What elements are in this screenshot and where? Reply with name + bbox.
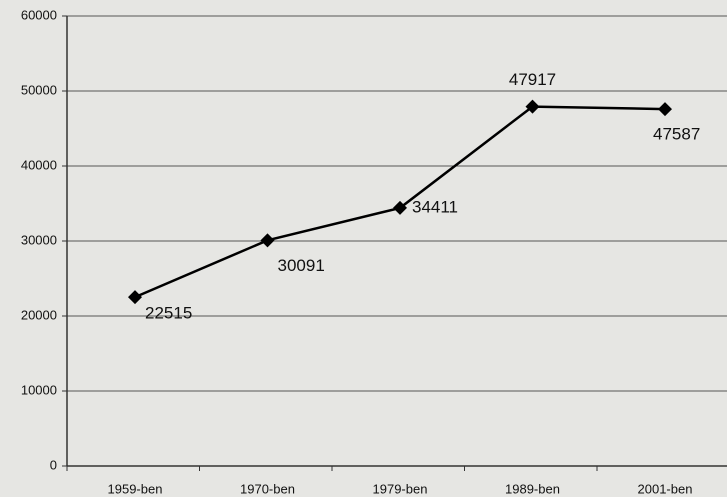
data-label: 22515 <box>145 304 192 323</box>
x-tick-label: 1970-ben <box>240 481 295 496</box>
data-label: 47917 <box>509 70 556 89</box>
x-tick-label: 1979-ben <box>373 481 428 496</box>
y-tick-label: 60000 <box>21 7 57 22</box>
y-tick-label: 20000 <box>21 307 57 322</box>
marker <box>658 102 672 117</box>
marker <box>393 200 407 215</box>
marker <box>525 99 540 114</box>
y-tick-label: 40000 <box>21 157 57 172</box>
data-label: 47587 <box>653 125 700 144</box>
y-tick-label: 50000 <box>21 82 57 97</box>
x-tick-label: 2001-ben <box>638 481 693 496</box>
y-tick-label: 10000 <box>21 382 57 397</box>
x-tick-label: 1989-ben <box>505 481 560 496</box>
marker <box>128 290 142 305</box>
data-label: 34411 <box>412 197 458 216</box>
data-label: 30091 <box>278 256 325 275</box>
y-tick-label: 0 <box>50 457 57 472</box>
x-tick-label: 1959-ben <box>108 481 163 496</box>
y-tick-label: 30000 <box>21 232 57 247</box>
marker <box>260 233 275 248</box>
